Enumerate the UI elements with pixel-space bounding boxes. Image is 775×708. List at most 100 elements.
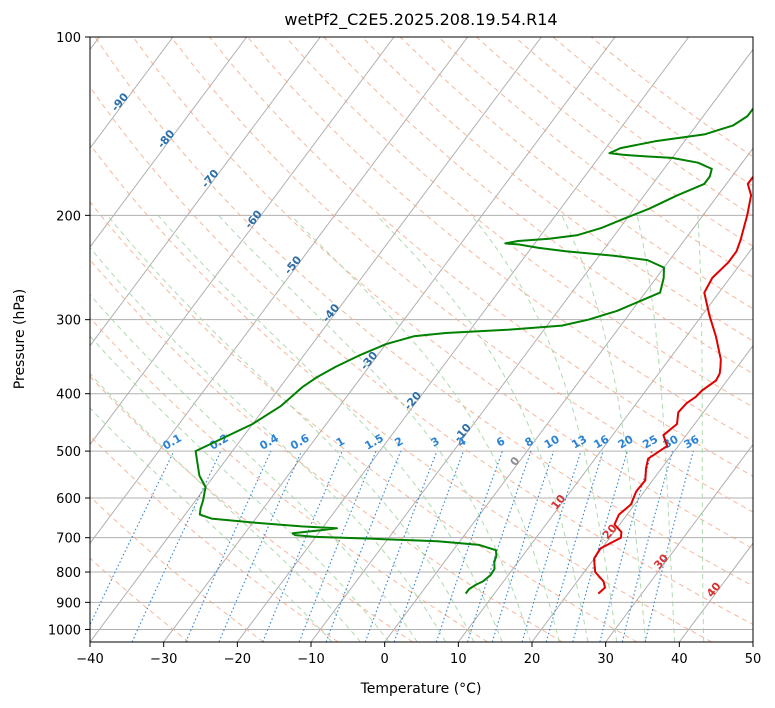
mixing-ratio-line [545, 450, 604, 642]
isotherm-line [90, 37, 321, 347]
isotherm-line [90, 37, 395, 446]
y-tick-label: 1000 [48, 623, 81, 638]
mixing-ratio-line [90, 450, 175, 627]
isotherm-label: -100 [53, 60, 81, 90]
y-tick-label: 600 [56, 492, 81, 507]
mixing-ratio-line [185, 450, 272, 642]
dry-adiabat-line [90, 375, 414, 642]
y-tick-label: 700 [56, 532, 81, 547]
isotherm-label: -90 [109, 90, 132, 114]
moist-adiabat-line [107, 214, 475, 642]
mixing-ratio-label: 20 [616, 432, 636, 451]
dry-adiabat-line [90, 143, 712, 642]
mixing-ratio-line [521, 450, 582, 642]
y-axis: 100 200 300 400 500 600 700 800 900 1000 [48, 31, 90, 638]
mixing-ratio-label: 25 [640, 433, 660, 452]
isotherm-label: -20 [401, 389, 424, 413]
moist-adiabat-line [90, 246, 446, 642]
mixing-ratio-line [218, 450, 303, 642]
x-tick-label: −20 [224, 652, 251, 667]
mixing-ratio-label: 6 [494, 434, 507, 449]
moist-adiabat-label: 10 [548, 492, 568, 512]
dry-adiabat-line [90, 495, 264, 642]
y-axis-title: Pressure (hPa) [12, 289, 28, 389]
x-tick-label: 30 [597, 652, 614, 667]
dry-adiabat-line [323, 37, 753, 375]
mixing-ratio-label: 1 [334, 435, 347, 450]
x-tick-label: 0 [381, 652, 389, 667]
mixing-ratio-line [572, 450, 628, 642]
isotherm-line [384, 147, 753, 642]
mixing-ratio-line [435, 450, 503, 642]
moist-adiabat-line [636, 215, 676, 642]
dry-adiabat-line [90, 557, 190, 642]
mixing-ratio-label: 3 [429, 435, 442, 450]
x-tick-label: 10 [450, 652, 467, 667]
mixing-ratio-label: 36 [682, 432, 702, 451]
background-lines [90, 37, 753, 642]
dry-adiabat-line [285, 37, 753, 408]
isotherm-line [752, 641, 753, 642]
dry-adiabat-line [399, 37, 753, 310]
mixing-ratio-line [621, 450, 674, 642]
x-tick-label: −30 [150, 652, 177, 667]
x-tick-label: −10 [297, 652, 324, 667]
dry-adiabat-line [170, 37, 753, 513]
mixing-ratio-line [393, 450, 465, 642]
mixing-ratio-line [599, 450, 653, 642]
x-tick-label: −40 [76, 652, 103, 667]
moist-adiabat-line [471, 214, 618, 642]
y-tick-label: 500 [56, 445, 81, 460]
moist-adiabat-line [90, 293, 418, 642]
mixing-ratio-line [644, 450, 694, 642]
mixing-ratio-line [262, 450, 343, 642]
isotherm-line [605, 443, 753, 642]
isotherm-line [90, 37, 248, 248]
mixing-ratio-label: 0.6 [288, 431, 312, 452]
dewpoint-profile-line [194, 107, 753, 595]
isotherm-line [531, 344, 753, 642]
plot-frame [89, 36, 754, 643]
x-tick-label: 20 [524, 652, 541, 667]
moist-adiabat-line [90, 372, 361, 642]
dry-adiabat-line [90, 258, 563, 642]
isotherm-line [457, 246, 753, 642]
y-tick-label: 200 [56, 209, 81, 224]
x-axis: −40 −30 −20 −10 0 10 20 30 40 50 [76, 642, 761, 667]
chart-title: wetPf2_C2E5.2025.208.19.54.R14 [284, 10, 557, 30]
moist-adiabat-line [290, 214, 560, 642]
moist-adiabat-line [90, 335, 390, 642]
x-tick-label: 50 [745, 652, 762, 667]
x-axis-title: Temperature (°C) [360, 681, 482, 697]
moist-adiabat-line [218, 214, 532, 642]
isotherm-line [310, 48, 753, 642]
dry-adiabat-line [90, 201, 638, 642]
profiles [194, 107, 753, 595]
y-tick-label: 400 [56, 388, 81, 403]
y-tick-label: 300 [56, 314, 81, 329]
moist-adiabat-line [697, 215, 705, 642]
moist-adiabat-line [561, 215, 647, 642]
isotherm-line [90, 37, 469, 545]
y-tick-label: 800 [56, 566, 81, 581]
moist-adiabat-label: 0 [508, 454, 523, 468]
y-tick-label: 900 [56, 596, 81, 611]
mixing-ratio-line [364, 450, 438, 642]
mixing-ratio-line [131, 450, 222, 642]
dry-adiabat-line [209, 37, 753, 477]
moist-adiabat-label: 30 [651, 551, 671, 571]
moist-adiabat-line [90, 407, 333, 642]
mixing-ratio-label: 13 [569, 433, 589, 452]
dry-adiabat-line [90, 86, 753, 626]
dry-adiabat-line [361, 37, 753, 342]
mixing-ratio-label: 2 [392, 435, 405, 450]
isotherm-label: -80 [155, 127, 178, 151]
y-tick-label: 100 [56, 31, 81, 46]
moist-adiabat-line [157, 214, 503, 642]
mixing-ratio-label: 10 [542, 432, 562, 451]
dry-adiabat-line [90, 435, 339, 642]
isotherm-label: -50 [282, 253, 305, 277]
mixing-ratio-label: 1.5 [363, 432, 386, 453]
dry-adiabat-line [90, 317, 488, 642]
